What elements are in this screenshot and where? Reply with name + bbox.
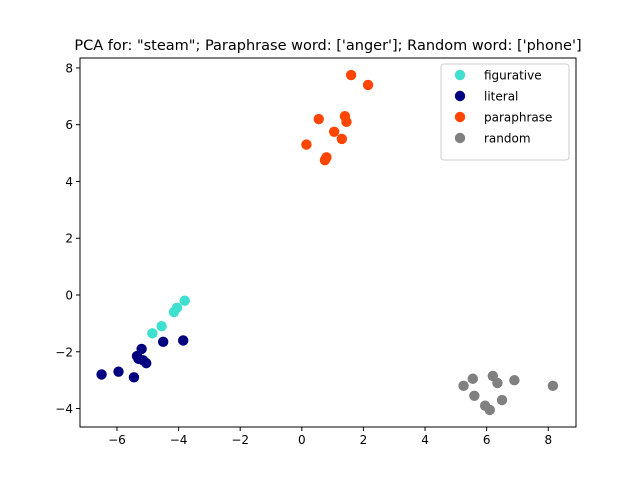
y-tick-label: −2	[55, 345, 73, 359]
literal-point	[178, 335, 189, 346]
literal-point	[136, 343, 147, 355]
literal-point	[141, 357, 152, 369]
legend-box	[440, 63, 570, 161]
literal-point	[157, 336, 169, 348]
paraphrase-point	[321, 152, 332, 163]
y-tick-label: −4	[55, 402, 73, 416]
figurative-legend-label: figurative	[484, 69, 542, 83]
paraphrase-legend-label: paraphrase	[484, 111, 552, 125]
y-tick-label: 6	[65, 118, 73, 132]
paraphrase-point	[341, 116, 352, 128]
random-legend-marker	[454, 132, 466, 144]
paraphrase-point	[336, 133, 348, 145]
figurative-point	[147, 328, 158, 339]
y-axis: −4 −2 0 2 4 6 8	[55, 61, 80, 416]
paraphrase-point	[328, 126, 340, 137]
y-tick-label: 0	[65, 289, 73, 303]
random-point	[469, 390, 480, 401]
legend: figurative literal paraphrase random	[440, 63, 570, 161]
y-tick-label: 8	[65, 61, 73, 75]
paraphrase-point	[345, 69, 357, 81]
figurative-point	[179, 295, 190, 306]
random-point	[484, 404, 495, 416]
x-tick-label: −6	[108, 433, 126, 447]
literal-point	[113, 366, 124, 377]
random-point	[467, 373, 478, 384]
figurative-legend-marker	[454, 69, 466, 81]
figurative-point	[156, 321, 167, 332]
plot-frame	[79, 57, 577, 428]
x-tick-label: 2	[360, 433, 368, 447]
random-point	[509, 374, 520, 386]
chart-title: PCA for: "steam"; Paraphrase word: ['ang…	[74, 38, 581, 54]
figurative-point	[171, 302, 183, 313]
random-legend-label: random	[484, 132, 531, 146]
paraphrase-point	[301, 139, 312, 150]
literal-legend-marker	[454, 90, 466, 102]
x-tick-label: 4	[421, 433, 429, 447]
random-point	[496, 394, 508, 406]
random-point	[458, 380, 469, 392]
random-point	[492, 377, 503, 389]
x-tick-label: −2	[231, 433, 249, 447]
x-tick-label: 8	[544, 433, 552, 447]
paraphrase-point	[313, 113, 324, 125]
x-axis: −6 −4 −2 0 2 4 6 8	[108, 427, 552, 447]
paraphrase-point	[362, 79, 374, 91]
random-point	[547, 380, 559, 392]
plot-points	[96, 69, 559, 416]
paraphrase-legend-marker	[454, 111, 466, 123]
literal-point	[96, 369, 107, 380]
literal-legend-label: literal	[484, 90, 518, 104]
x-tick-label: −4	[170, 433, 188, 447]
x-tick-label: 6	[483, 433, 491, 447]
literal-point	[128, 372, 140, 383]
x-tick-label: 0	[298, 433, 306, 447]
y-tick-label: 4	[65, 175, 73, 189]
y-tick-label: 2	[65, 232, 73, 246]
